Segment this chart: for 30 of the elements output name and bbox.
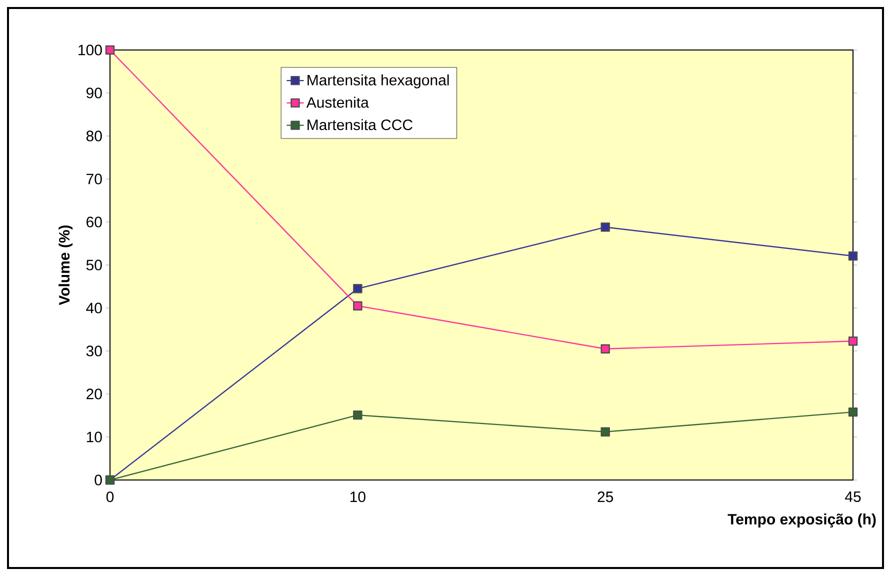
y-tick-label: 80 bbox=[86, 130, 102, 142]
y-tick-label: 50 bbox=[86, 260, 102, 270]
point bbox=[600, 222, 610, 232]
x-tick-label: 10 bbox=[350, 492, 366, 502]
y-tick-label: 40 bbox=[86, 302, 102, 314]
y-tick-label: 70 bbox=[86, 174, 102, 184]
x-tick-label: 45 bbox=[845, 492, 861, 502]
y-tick-label: 20 bbox=[86, 388, 102, 400]
point bbox=[353, 410, 362, 420]
y-tick-label: 0 bbox=[94, 474, 102, 486]
y-tick-label: 10 bbox=[86, 432, 102, 442]
point bbox=[848, 251, 858, 261]
y-tick-label: 100 bbox=[78, 44, 102, 56]
point bbox=[353, 301, 362, 310]
y-tick-label: 60 bbox=[86, 216, 102, 228]
x-tick-label: 0 bbox=[106, 492, 114, 502]
point bbox=[848, 407, 858, 417]
legend-label: Martensita CCC bbox=[308, 119, 412, 130]
y-tick-label: 30 bbox=[86, 346, 102, 356]
legend-label: Austenita bbox=[306, 96, 369, 108]
y-axis-title: Volume (%) bbox=[58, 225, 73, 306]
point bbox=[353, 284, 362, 294]
x-axis-title: Tempo exposição (h) bbox=[728, 514, 876, 528]
point bbox=[600, 344, 610, 354]
point bbox=[848, 336, 858, 346]
legend-label: Martensita hexagonal bbox=[308, 74, 449, 88]
point bbox=[600, 427, 610, 436]
y-tick-label: 90 bbox=[86, 88, 102, 98]
x-tick-label: 25 bbox=[598, 492, 614, 502]
point bbox=[105, 45, 115, 55]
